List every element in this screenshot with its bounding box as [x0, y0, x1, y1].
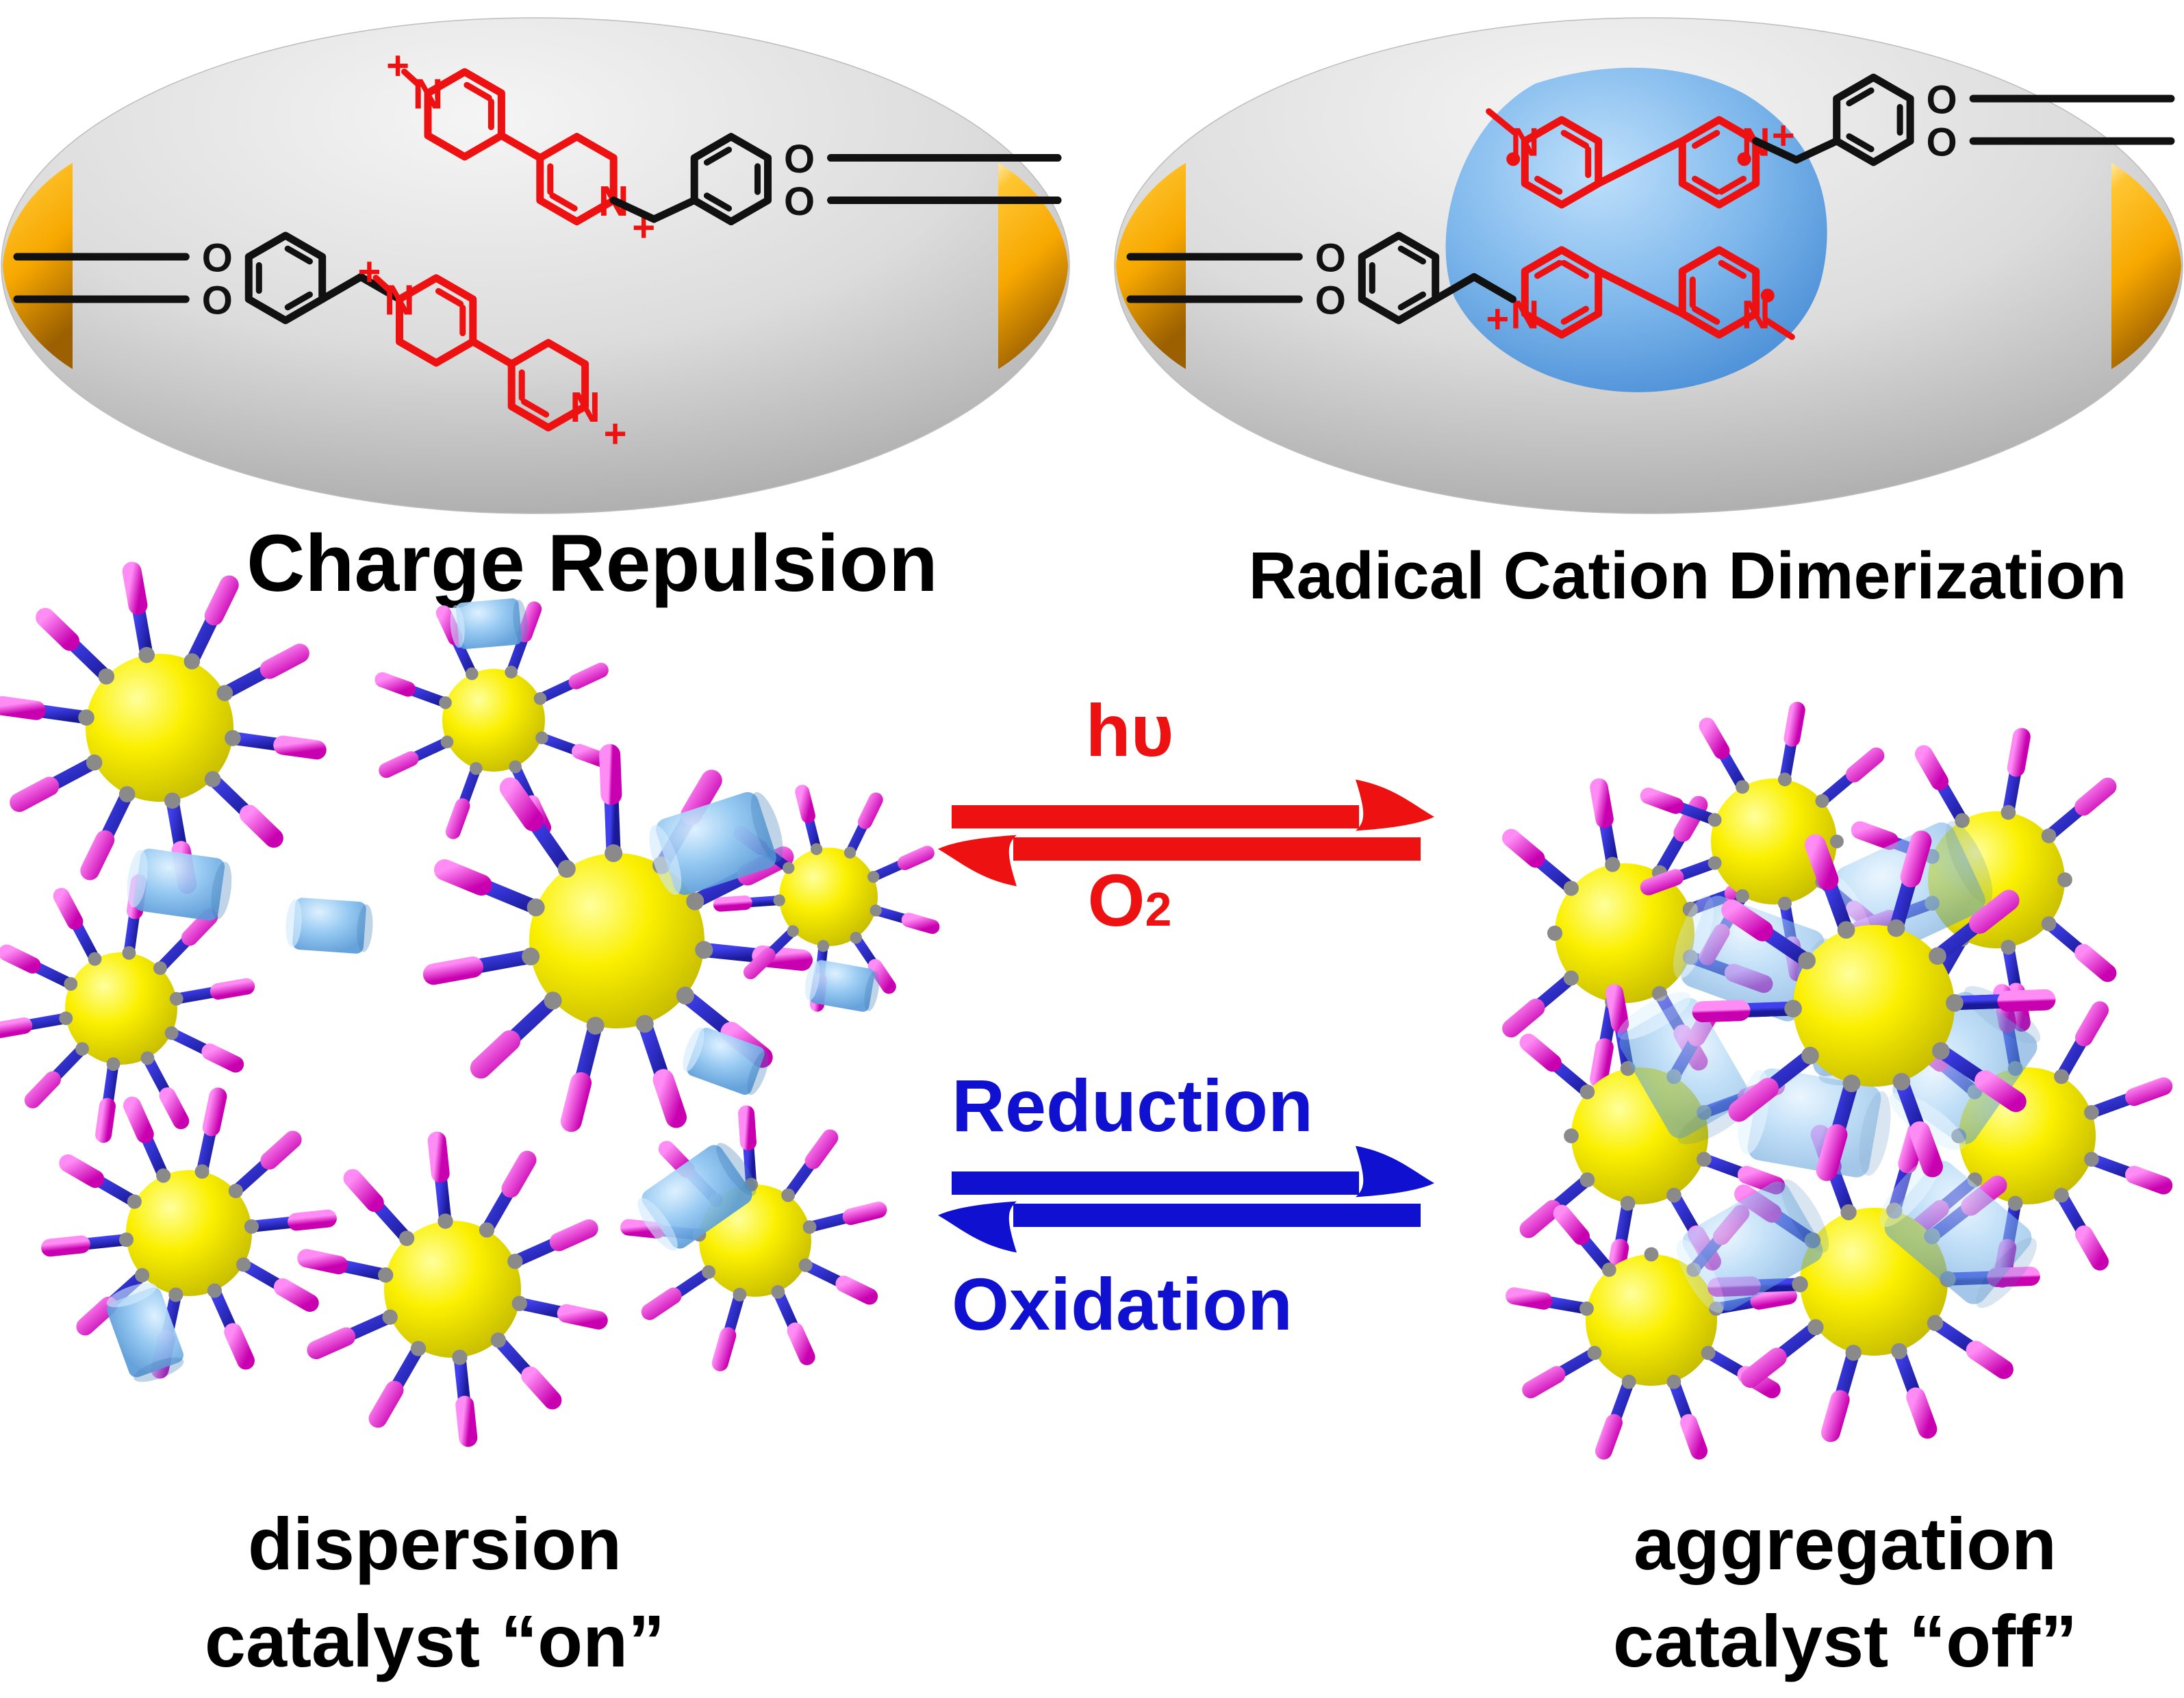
svg-text:O: O [784, 179, 815, 224]
svg-text:N: N [570, 384, 600, 431]
svg-text:O: O [202, 236, 233, 281]
svg-text:N: N [384, 277, 415, 325]
svg-text:+: + [604, 411, 627, 456]
svg-text:N: N [1510, 121, 1539, 165]
svg-text:O: O [202, 279, 233, 323]
svg-text:O: O [1927, 78, 1957, 123]
svg-text:+: + [358, 250, 381, 294]
svg-text:N: N [413, 71, 444, 118]
svg-text:+: + [1486, 297, 1509, 342]
svg-text:O: O [1315, 236, 1346, 281]
svg-text:O: O [1927, 121, 1957, 165]
svg-text:+: + [386, 44, 409, 88]
svg-text:O: O [784, 137, 815, 181]
svg-text:O: O [1315, 279, 1346, 323]
svg-text:N: N [1742, 293, 1770, 338]
